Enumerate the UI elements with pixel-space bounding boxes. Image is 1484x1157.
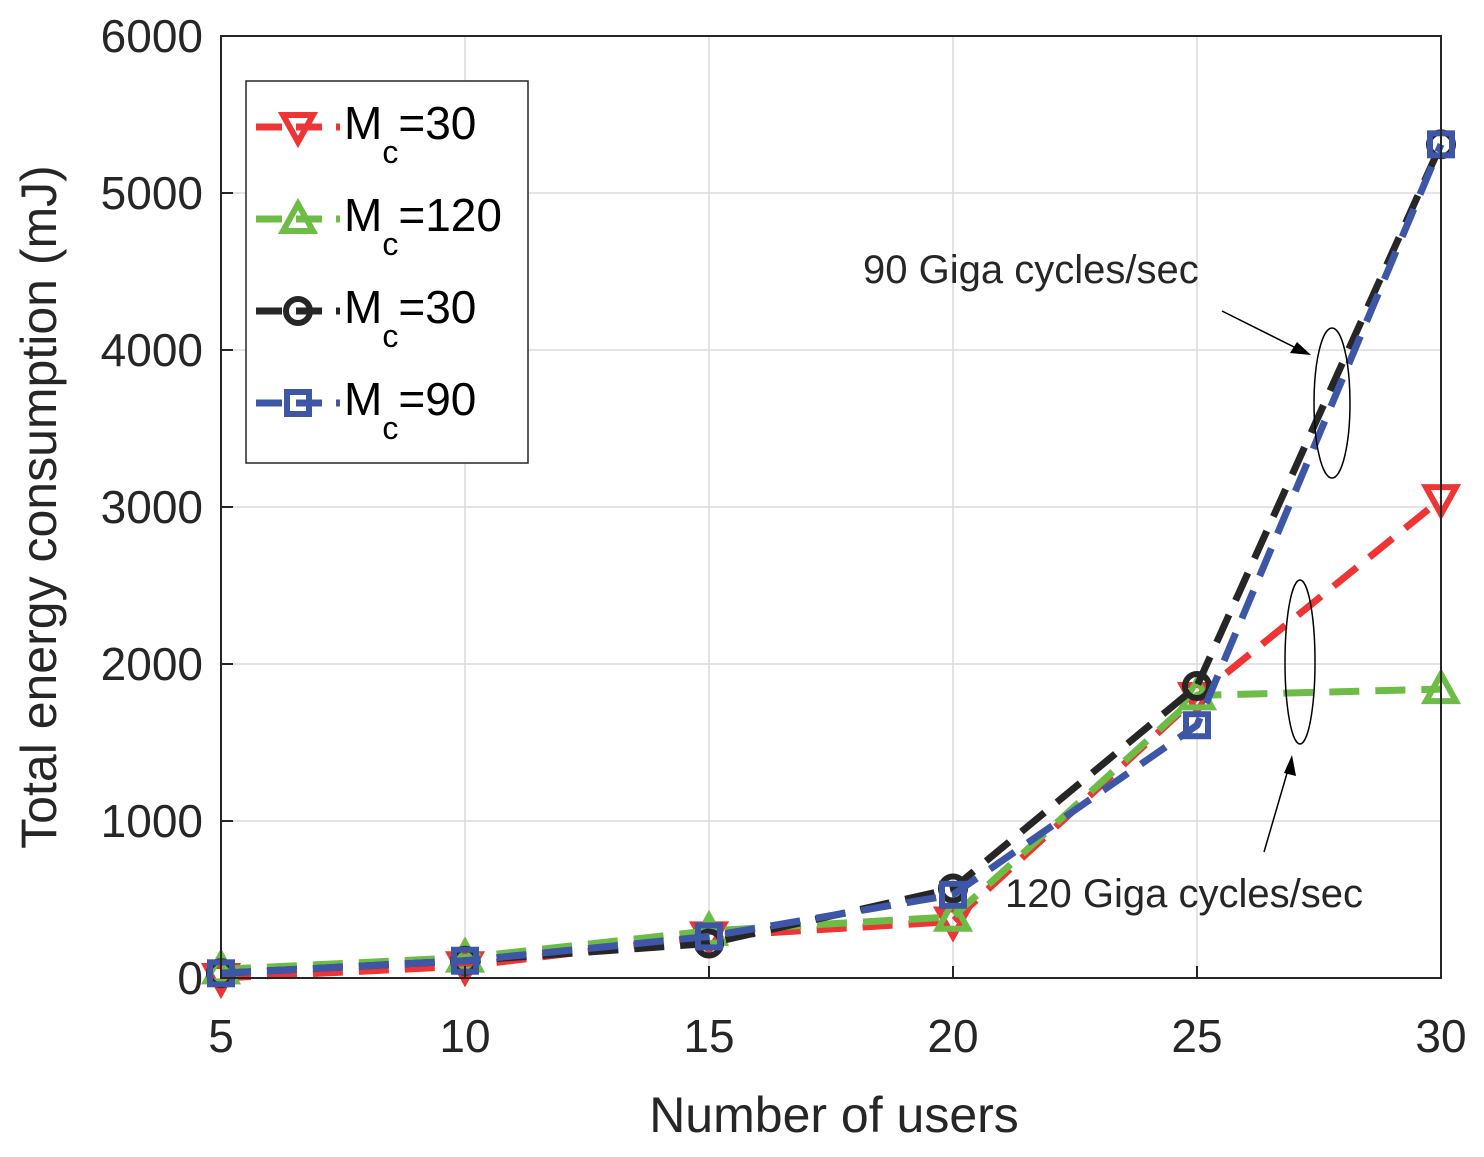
legend-label-sub: c <box>382 134 398 170</box>
legend-label: Mc=30 <box>344 281 476 354</box>
series-line <box>220 142 1445 977</box>
legend-label-main: M <box>344 189 382 241</box>
legend-label-main: M <box>344 97 382 149</box>
y-tick-label: 4000 <box>101 324 203 376</box>
x-axis-label: Number of users <box>649 1087 1019 1143</box>
x-tick-label: 15 <box>683 1010 734 1062</box>
data-point <box>695 922 723 951</box>
legend-swatch-marker <box>284 389 312 417</box>
legend-swatch-marker <box>277 112 319 149</box>
x-tick-label: 10 <box>439 1010 490 1062</box>
annotation-90ghz: 90 Giga cycles/sec <box>863 248 1351 479</box>
legend-entry-3: Mc=90 <box>256 373 476 446</box>
legend-label-suffix: =30 <box>398 281 476 333</box>
legend-box <box>245 80 529 464</box>
legend-label: Mc=30 <box>344 97 476 170</box>
y-tick-label: 3000 <box>101 481 203 533</box>
legend-label: Mc=90 <box>344 373 476 446</box>
y-tick-label: 5000 <box>101 167 203 219</box>
annotation-90ghz-ellipse <box>1313 327 1351 479</box>
legend-entry-1: Mc=120 <box>256 189 502 262</box>
series-line <box>220 496 1444 982</box>
annotation-120ghz-ellipse <box>1284 579 1316 745</box>
annotation-120ghz-arrowhead <box>1284 755 1296 776</box>
x-tick-label: 30 <box>1415 1010 1466 1062</box>
series-layer <box>200 129 1462 1000</box>
x-tick-label: 25 <box>1171 1010 1222 1062</box>
legend-label-main: M <box>344 281 382 333</box>
annotation-120ghz-arrow <box>1263 762 1291 853</box>
x-tick-label: 5 <box>208 1010 234 1062</box>
tick-labels: 5 10 15 20 25 30 0 1000 2000 3000 4000 5000 6000 <box>101 10 1467 1062</box>
annotation-90ghz-arrow <box>1221 310 1305 353</box>
legend-label-sub: c <box>382 410 398 446</box>
legend-label-sub: c <box>382 318 398 354</box>
x-tick-label: 20 <box>927 1010 978 1062</box>
y-tick-label: 1000 <box>101 795 203 847</box>
y-axis-label: Total energy consumption (mJ) <box>11 165 67 849</box>
legend-label-suffix: =120 <box>398 189 502 241</box>
y-tick-label: 2000 <box>101 638 203 690</box>
annotation-90ghz-arrowhead <box>1290 342 1311 355</box>
legend-label-suffix: =30 <box>398 97 476 149</box>
data-point <box>1182 670 1212 701</box>
annotation-90ghz-text: 90 Giga cycles/sec <box>863 248 1199 292</box>
legend-label-main: M <box>344 373 382 425</box>
annotation-120ghz: 120 Giga cycles/sec <box>1005 579 1363 916</box>
y-tick-label: 6000 <box>101 10 203 62</box>
legend-label-sub: c <box>382 226 398 262</box>
data-point <box>1183 711 1211 740</box>
data-point <box>932 895 974 932</box>
legend-entry-0: Mc=30 <box>256 97 476 170</box>
legend-swatch-marker <box>283 296 313 326</box>
legend-label: Mc=120 <box>344 189 502 262</box>
legend-swatch-marker <box>277 197 319 234</box>
legend-label-suffix: =90 <box>398 373 476 425</box>
data-point <box>932 906 974 943</box>
data-point <box>939 880 967 909</box>
annotation-120ghz-text: 120 Giga cycles/sec <box>1005 872 1363 916</box>
legend-entry-2: Mc=30 <box>256 281 476 354</box>
y-tick-label: 0 <box>177 952 203 1004</box>
